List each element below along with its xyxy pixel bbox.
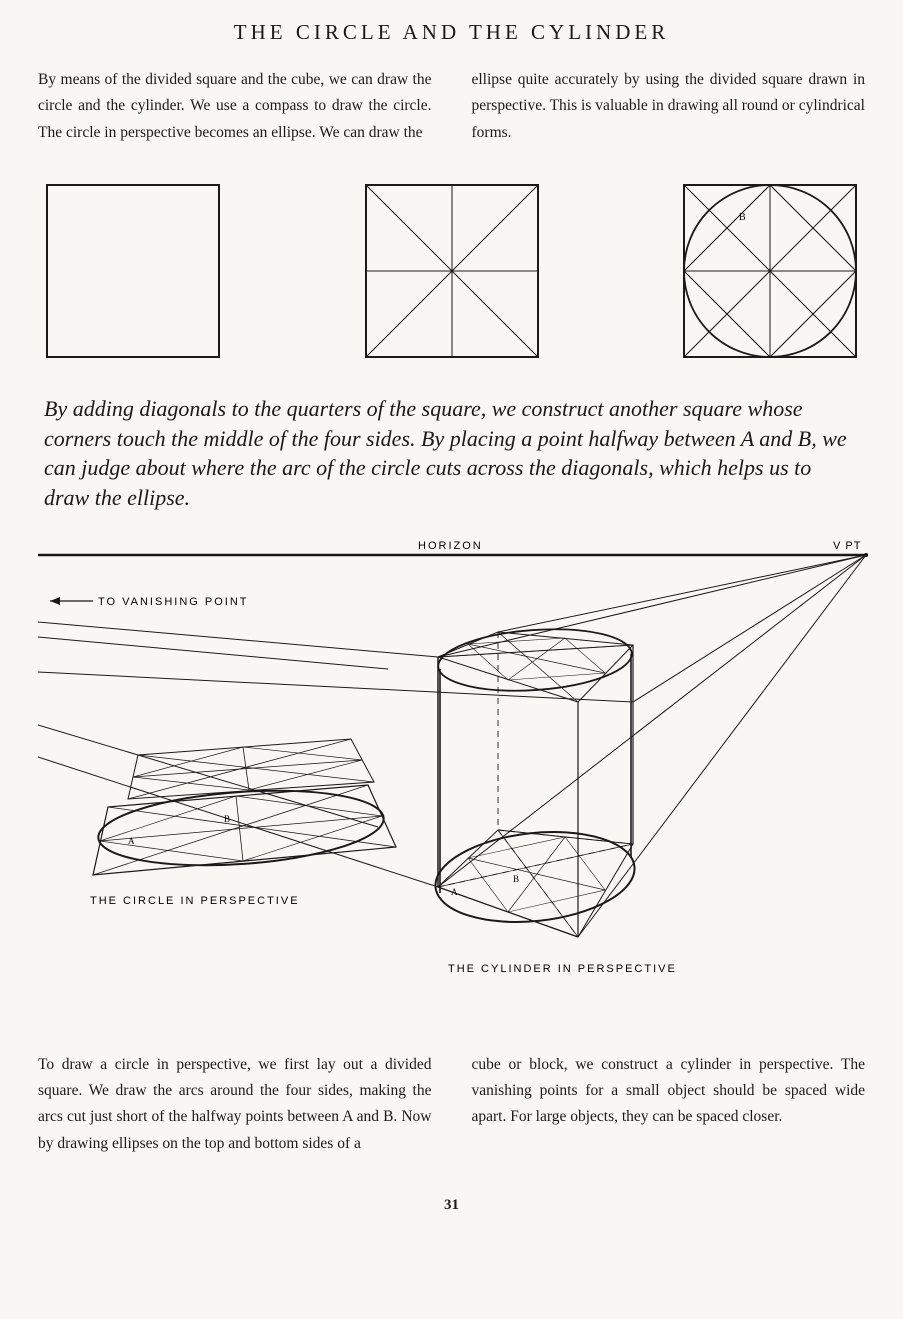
bottom-left: To draw a circle in perspective, we firs… [38, 1052, 432, 1157]
persp-label-a: A [128, 836, 135, 846]
page-number: 31 [38, 1197, 865, 1214]
page-title: THE CIRCLE AND THE CYLINDER [38, 20, 865, 45]
perspective-svg: HORIZON V PT TO VANISHING POINT [38, 537, 868, 982]
intro-columns: By means of the divided square and the c… [38, 67, 865, 146]
label-b: B [739, 212, 746, 223]
vp-left-label: TO VANISHING POINT [98, 596, 249, 608]
cyl-label-b: B [513, 874, 519, 884]
perspective-diagram-block: HORIZON V PT TO VANISHING POINT [38, 537, 865, 982]
cylinder-caption: THE CYLINDER IN PERSPECTIVE [448, 963, 677, 975]
bottom-columns: To draw a circle in perspective, we firs… [38, 1052, 865, 1157]
horizon-label: HORIZON [418, 540, 483, 552]
vpt-label: V PT [833, 540, 861, 552]
intro-left: By means of the divided square and the c… [38, 67, 432, 146]
circle-caption: THE CIRCLE IN PERSPECTIVE [90, 895, 300, 907]
square-diagonals-diagram [363, 182, 541, 360]
three-squares-row: A B [38, 182, 865, 360]
bottom-right: cube or block, we construct a cylinder i… [472, 1052, 866, 1157]
cylinder-in-perspective: A B [431, 623, 639, 937]
circle-in-perspective: A B [93, 739, 396, 875]
square-empty-diagram [44, 182, 222, 360]
square-circle-diagram: A B [681, 182, 859, 360]
cyl-label-a: A [451, 887, 458, 897]
intro-right: ellipse quite accurately by using the di… [472, 67, 866, 146]
label-a: A [775, 182, 783, 184]
persp-label-b: B [224, 814, 230, 824]
cursive-note: By adding diagonals to the quarters of t… [38, 394, 865, 513]
